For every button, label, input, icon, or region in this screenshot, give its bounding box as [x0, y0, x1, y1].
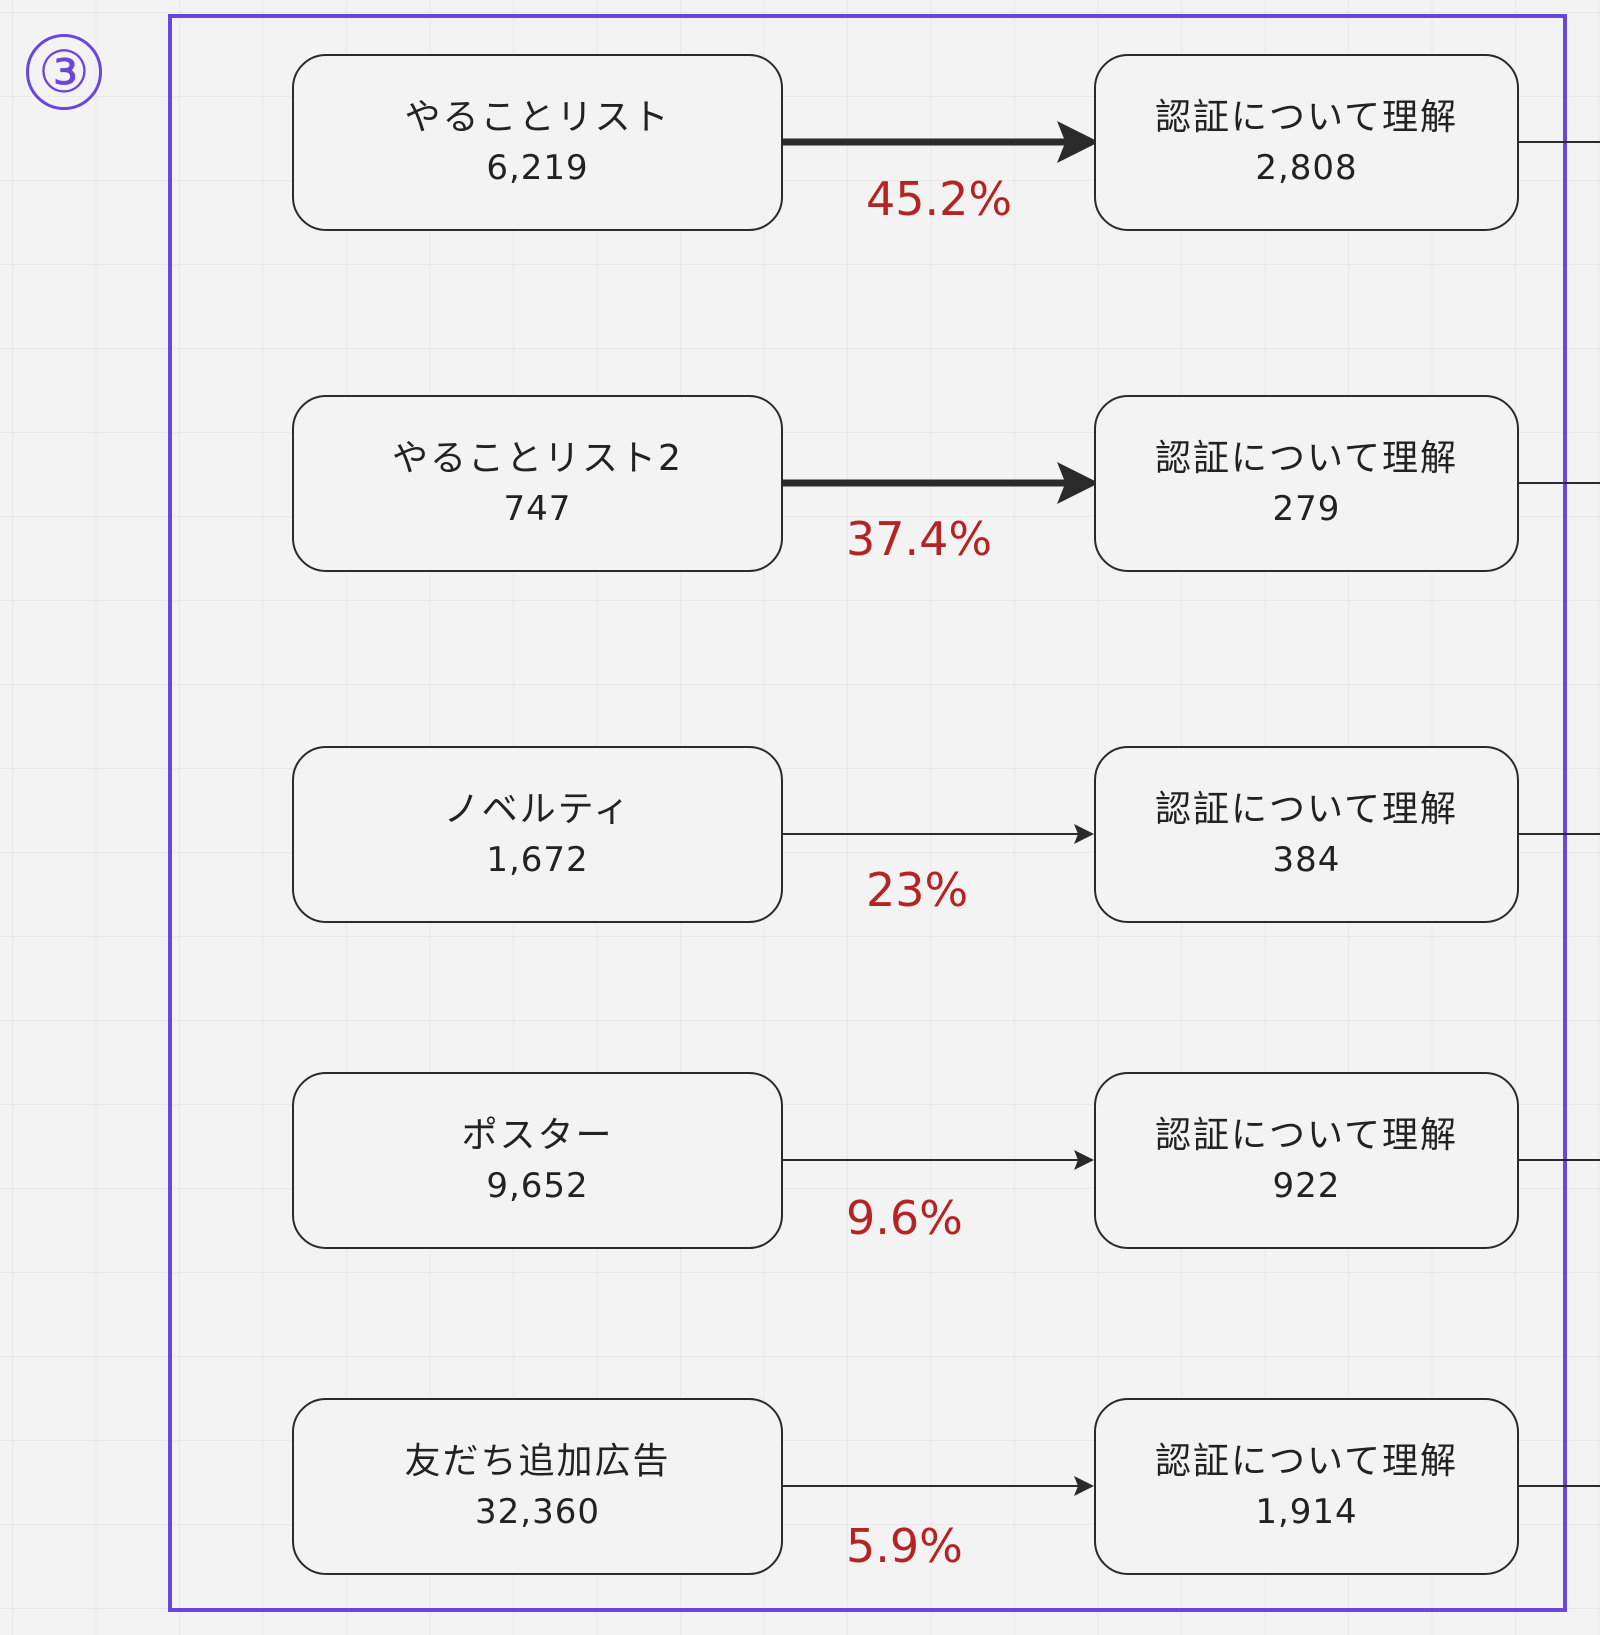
conversion-rate-label: 45.2%: [866, 172, 1013, 226]
node-label: やることリスト2: [392, 437, 683, 479]
node-label: 認証について理解: [1155, 437, 1458, 479]
target-node-auth-understanding[interactable]: 認証について理解 1,914: [1094, 1398, 1519, 1575]
target-node-auth-understanding[interactable]: 認証について理解 279: [1094, 395, 1519, 572]
conversion-rate-label: 5.9%: [846, 1519, 963, 1573]
node-count: 9,652: [486, 1165, 589, 1206]
target-node-auth-understanding[interactable]: 認証について理解 384: [1094, 746, 1519, 923]
diagram-frame[interactable]: [168, 14, 1567, 1612]
node-label: やることリスト: [404, 96, 671, 138]
source-node-todo-list[interactable]: やることリスト 6,219: [292, 54, 783, 231]
conversion-rate-label: 23%: [866, 863, 969, 917]
source-node-todo-list-2[interactable]: やることリスト2 747: [292, 395, 783, 572]
node-label: ポスター: [461, 1114, 614, 1156]
node-label: 認証について理解: [1155, 1440, 1458, 1482]
node-count: 2,808: [1255, 147, 1358, 188]
node-count: 922: [1272, 1165, 1341, 1206]
node-label: 認証について理解: [1155, 96, 1458, 138]
frame-number-badge: ③: [26, 34, 102, 110]
conversion-rate-label: 37.4%: [846, 512, 993, 566]
node-count: 6,219: [486, 147, 589, 188]
node-count: 384: [1272, 839, 1341, 880]
target-node-auth-understanding[interactable]: 認証について理解 922: [1094, 1072, 1519, 1249]
conversion-rate-label: 9.6%: [846, 1191, 963, 1245]
target-node-auth-understanding[interactable]: 認証について理解 2,808: [1094, 54, 1519, 231]
source-node-poster[interactable]: ポスター 9,652: [292, 1072, 783, 1249]
node-label: 認証について理解: [1155, 1114, 1458, 1156]
node-count: 279: [1272, 488, 1341, 529]
node-count: 747: [503, 488, 572, 529]
node-label: 認証について理解: [1155, 788, 1458, 830]
source-node-friend-ad[interactable]: 友だち追加広告 32,360: [292, 1398, 783, 1575]
node-count: 1,672: [486, 839, 589, 880]
node-label: 友だち追加広告: [404, 1440, 671, 1482]
node-label: ノベルティ: [443, 788, 632, 830]
node-count: 32,360: [475, 1491, 600, 1532]
source-node-novelty[interactable]: ノベルティ 1,672: [292, 746, 783, 923]
node-count: 1,914: [1255, 1491, 1358, 1532]
